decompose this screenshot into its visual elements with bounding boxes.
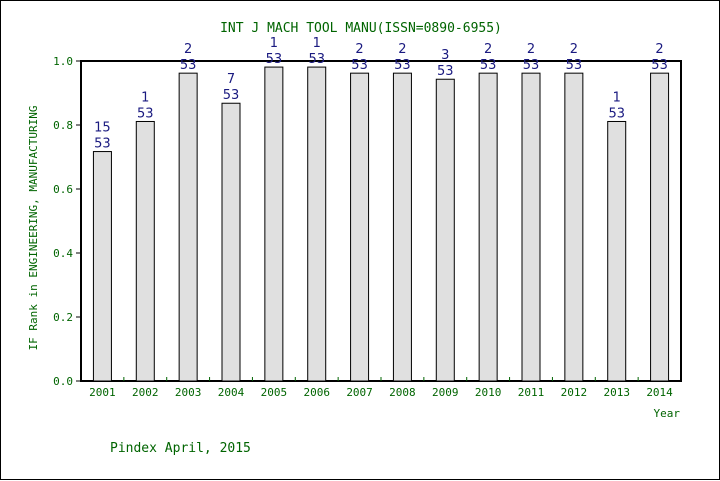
bar — [607, 120, 627, 382]
bar-total-label: 53 — [223, 88, 240, 103]
plot-area — [80, 60, 682, 382]
bar — [478, 72, 498, 382]
bar-total-label: 53 — [266, 52, 283, 67]
bar-rank-label: 2 — [184, 42, 192, 57]
x-tick-label: 2014 — [646, 386, 673, 399]
bar — [178, 72, 198, 382]
x-tick-label: 2008 — [389, 386, 416, 399]
bar-rank-label: 15 — [94, 121, 111, 136]
bar-rank-label: 1 — [613, 90, 621, 105]
x-tick-label: 2004 — [218, 386, 245, 399]
x-tick-label: 2003 — [175, 386, 202, 399]
x-tick-label: 2013 — [603, 386, 630, 399]
y-tick-label: 0.2 — [53, 311, 73, 324]
bar-total-label: 53 — [566, 58, 583, 73]
bar-total-label: 53 — [480, 58, 497, 73]
bar-total-label: 53 — [351, 58, 368, 73]
x-tick-label: 2002 — [132, 386, 159, 399]
bar — [307, 66, 327, 382]
bar-total-label: 53 — [651, 58, 668, 73]
x-tick-label: 2010 — [475, 386, 502, 399]
bar — [350, 72, 370, 382]
y-axis-label: IF Rank in ENGINEERING, MANUFACTURING — [27, 105, 40, 350]
bar-rank-label: 7 — [227, 72, 235, 87]
x-tick-label: 2012 — [561, 386, 588, 399]
y-axis: 0.0 0.2 0.4 0.6 0.8 1.0 — [53, 55, 81, 388]
x-tick-label: 2009 — [432, 386, 459, 399]
bar-total-label: 53 — [94, 137, 111, 152]
y-tick-label: 0.4 — [53, 247, 73, 260]
bar-rank-label: 1 — [141, 90, 149, 105]
bar — [92, 151, 112, 382]
bar — [221, 102, 241, 382]
x-tick-label: 2007 — [346, 386, 373, 399]
bar — [435, 78, 455, 382]
bar-rank-label: 2 — [484, 42, 492, 57]
bar-rank-label: 2 — [398, 42, 406, 57]
bar-rank-label: 1 — [313, 36, 321, 51]
x-axis-label: Year — [654, 407, 681, 420]
bars: 1553153253753153153253253353253253253153… — [92, 36, 670, 382]
bar-total-label: 53 — [523, 58, 540, 73]
x-axis: 2001 2002 2003 2004 2005 2006 2007 2008 2009 2010… — [89, 377, 673, 399]
y-tick-label: 0.0 — [53, 375, 73, 388]
bar-rank-label: 2 — [655, 42, 663, 57]
bar — [135, 120, 155, 382]
bar-rank-label: 2 — [355, 42, 363, 57]
bar-rank-label: 1 — [270, 36, 278, 51]
chart-title: INT J MACH TOOL MANU(ISSN=0890-6955) — [220, 21, 502, 36]
bar-total-label: 53 — [608, 106, 625, 121]
bar — [521, 72, 541, 382]
bar-total-label: 53 — [394, 58, 411, 73]
bar-total-label: 53 — [137, 106, 154, 121]
y-tick-label: 1.0 — [53, 55, 73, 68]
bar — [650, 72, 670, 382]
x-tick-label: 2005 — [261, 386, 288, 399]
bar-total-label: 53 — [437, 64, 454, 79]
x-tick-label: 2011 — [518, 386, 545, 399]
footer-text: Pindex April, 2015 — [110, 441, 251, 456]
bar-rank-label: 2 — [570, 42, 578, 57]
x-tick-label: 2001 — [89, 386, 116, 399]
bar-total-label: 53 — [308, 52, 325, 67]
y-tick-label: 0.8 — [53, 119, 73, 132]
bar — [264, 66, 284, 382]
bar-rank-label: 3 — [441, 48, 449, 63]
bar — [392, 72, 412, 382]
x-tick-label: 2006 — [303, 386, 330, 399]
bar — [564, 72, 584, 382]
bar-rank-label: 2 — [527, 42, 535, 57]
bar-total-label: 53 — [180, 58, 197, 73]
y-tick-label: 0.6 — [53, 183, 73, 196]
